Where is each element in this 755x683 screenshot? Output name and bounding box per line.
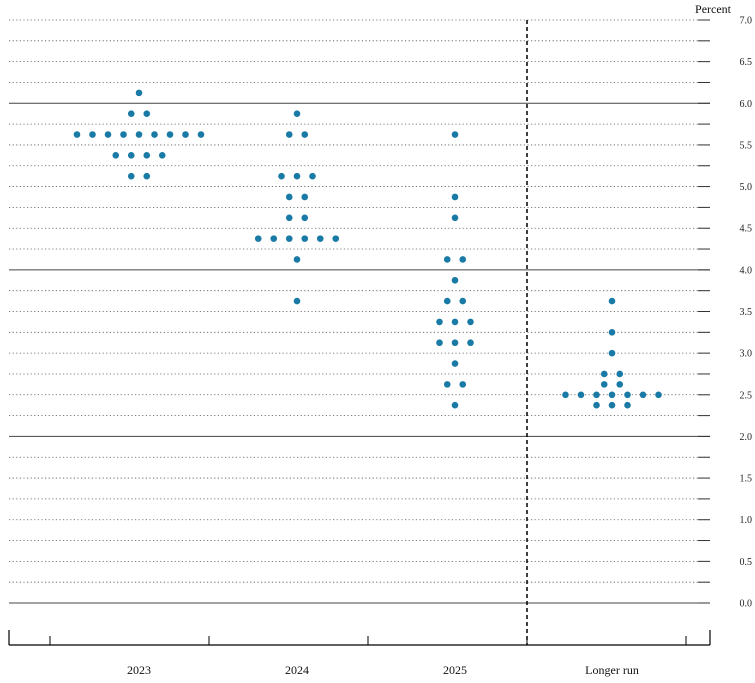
data-dot bbox=[451, 360, 459, 367]
x-category-label: Longer run bbox=[585, 663, 639, 677]
data-dot bbox=[451, 318, 459, 326]
x-axis bbox=[8, 630, 711, 646]
data-dot bbox=[593, 391, 600, 399]
data-dot bbox=[143, 152, 151, 159]
data-dot bbox=[467, 339, 474, 347]
data-dot bbox=[639, 391, 647, 399]
y-tick-label: 2.0 bbox=[740, 432, 753, 443]
x-category-label: 2025 bbox=[443, 663, 467, 677]
data-dot bbox=[135, 131, 143, 138]
data-dot bbox=[600, 381, 608, 388]
data-dot bbox=[451, 276, 459, 284]
data-dot bbox=[443, 381, 451, 388]
data-dot bbox=[127, 172, 135, 180]
data-dot bbox=[143, 110, 151, 117]
data-dot bbox=[278, 172, 285, 180]
data-dot bbox=[285, 235, 293, 242]
data-dot bbox=[135, 89, 143, 97]
x-category-label: 2024 bbox=[285, 663, 309, 677]
data-dot bbox=[120, 131, 127, 138]
x-category-labels: 2023 2024 2025 Longer run bbox=[127, 663, 639, 677]
data-dot bbox=[608, 401, 616, 409]
data-dot bbox=[451, 131, 459, 138]
data-dot bbox=[600, 370, 608, 378]
y-tick-labels: 0.0 0.5 1.0 1.5 2.0 2.5 3.0 3.5 4.0 4.5 5.0 5.5 6.0 6… bbox=[740, 16, 753, 610]
y-tick-label: 3.0 bbox=[740, 349, 753, 360]
y-tick-label: 6.5 bbox=[740, 57, 753, 68]
data-dot bbox=[151, 131, 158, 138]
data-dot bbox=[316, 235, 324, 242]
data-dot bbox=[73, 131, 81, 138]
data-dot bbox=[254, 235, 262, 242]
data-dot bbox=[608, 329, 616, 336]
y-tick-label: 0.0 bbox=[740, 599, 753, 610]
data-dot bbox=[301, 214, 309, 222]
y-tick-label: 5.5 bbox=[740, 140, 753, 151]
grid-lines bbox=[9, 19, 710, 604]
data-dot bbox=[197, 131, 205, 138]
y-tick-label: 4.0 bbox=[740, 265, 753, 276]
data-dot bbox=[624, 401, 631, 409]
data-dot bbox=[436, 339, 443, 347]
y-tick-label: 4.5 bbox=[740, 224, 753, 235]
data-dot bbox=[608, 391, 616, 399]
data-dot bbox=[655, 391, 662, 399]
data-dot bbox=[127, 110, 135, 117]
data-dot bbox=[451, 339, 459, 347]
data-dot bbox=[443, 256, 451, 263]
data-dot bbox=[104, 131, 112, 138]
y-tick-label: 0.5 bbox=[740, 557, 753, 568]
data-dot bbox=[577, 391, 585, 399]
data-dot bbox=[285, 131, 293, 138]
data-dot bbox=[562, 391, 569, 399]
data-dot bbox=[616, 381, 624, 388]
x-category-label: 2023 bbox=[127, 663, 151, 677]
data-dot bbox=[451, 401, 459, 409]
data-dot bbox=[285, 214, 293, 222]
data-dot bbox=[301, 235, 309, 242]
data-dot bbox=[624, 391, 631, 399]
data-dot bbox=[608, 349, 616, 357]
data-dot bbox=[127, 152, 135, 159]
y-tick-label: 6.0 bbox=[740, 99, 753, 110]
y-axis-unit-label: Percent bbox=[695, 2, 732, 16]
data-dot bbox=[112, 152, 120, 159]
data-dot bbox=[616, 370, 624, 378]
data-dot bbox=[436, 318, 443, 326]
data-dot bbox=[332, 235, 340, 242]
y-tick-label: 1.5 bbox=[740, 474, 753, 485]
data-dot bbox=[293, 256, 301, 263]
data-dot bbox=[158, 152, 166, 159]
data-dot bbox=[443, 297, 451, 305]
data-dot bbox=[301, 193, 309, 201]
data-dot bbox=[182, 131, 189, 138]
data-dot bbox=[89, 131, 96, 138]
y-tick-label: 2.5 bbox=[740, 390, 753, 401]
data-dot bbox=[451, 193, 459, 201]
data-dot bbox=[166, 131, 174, 138]
data-dot bbox=[459, 381, 467, 388]
data-dot bbox=[608, 297, 616, 305]
data-dot bbox=[270, 235, 278, 242]
data-dot bbox=[459, 297, 467, 305]
y-tick-label: 1.0 bbox=[740, 515, 753, 526]
data-dot bbox=[293, 297, 301, 305]
data-dot bbox=[285, 193, 293, 201]
data-dot bbox=[459, 256, 467, 263]
dots-layer bbox=[73, 89, 662, 409]
data-dot bbox=[301, 131, 309, 138]
y-tick-label: 7.0 bbox=[740, 16, 753, 27]
data-dot bbox=[451, 214, 459, 222]
data-dot bbox=[309, 172, 316, 180]
y-tick-label: 5.0 bbox=[740, 182, 753, 193]
data-dot bbox=[293, 110, 301, 117]
y-tick-label: 3.5 bbox=[740, 307, 753, 318]
data-dot bbox=[593, 401, 600, 409]
data-dot bbox=[293, 172, 301, 180]
data-dot bbox=[467, 318, 474, 326]
data-dot bbox=[143, 172, 151, 180]
